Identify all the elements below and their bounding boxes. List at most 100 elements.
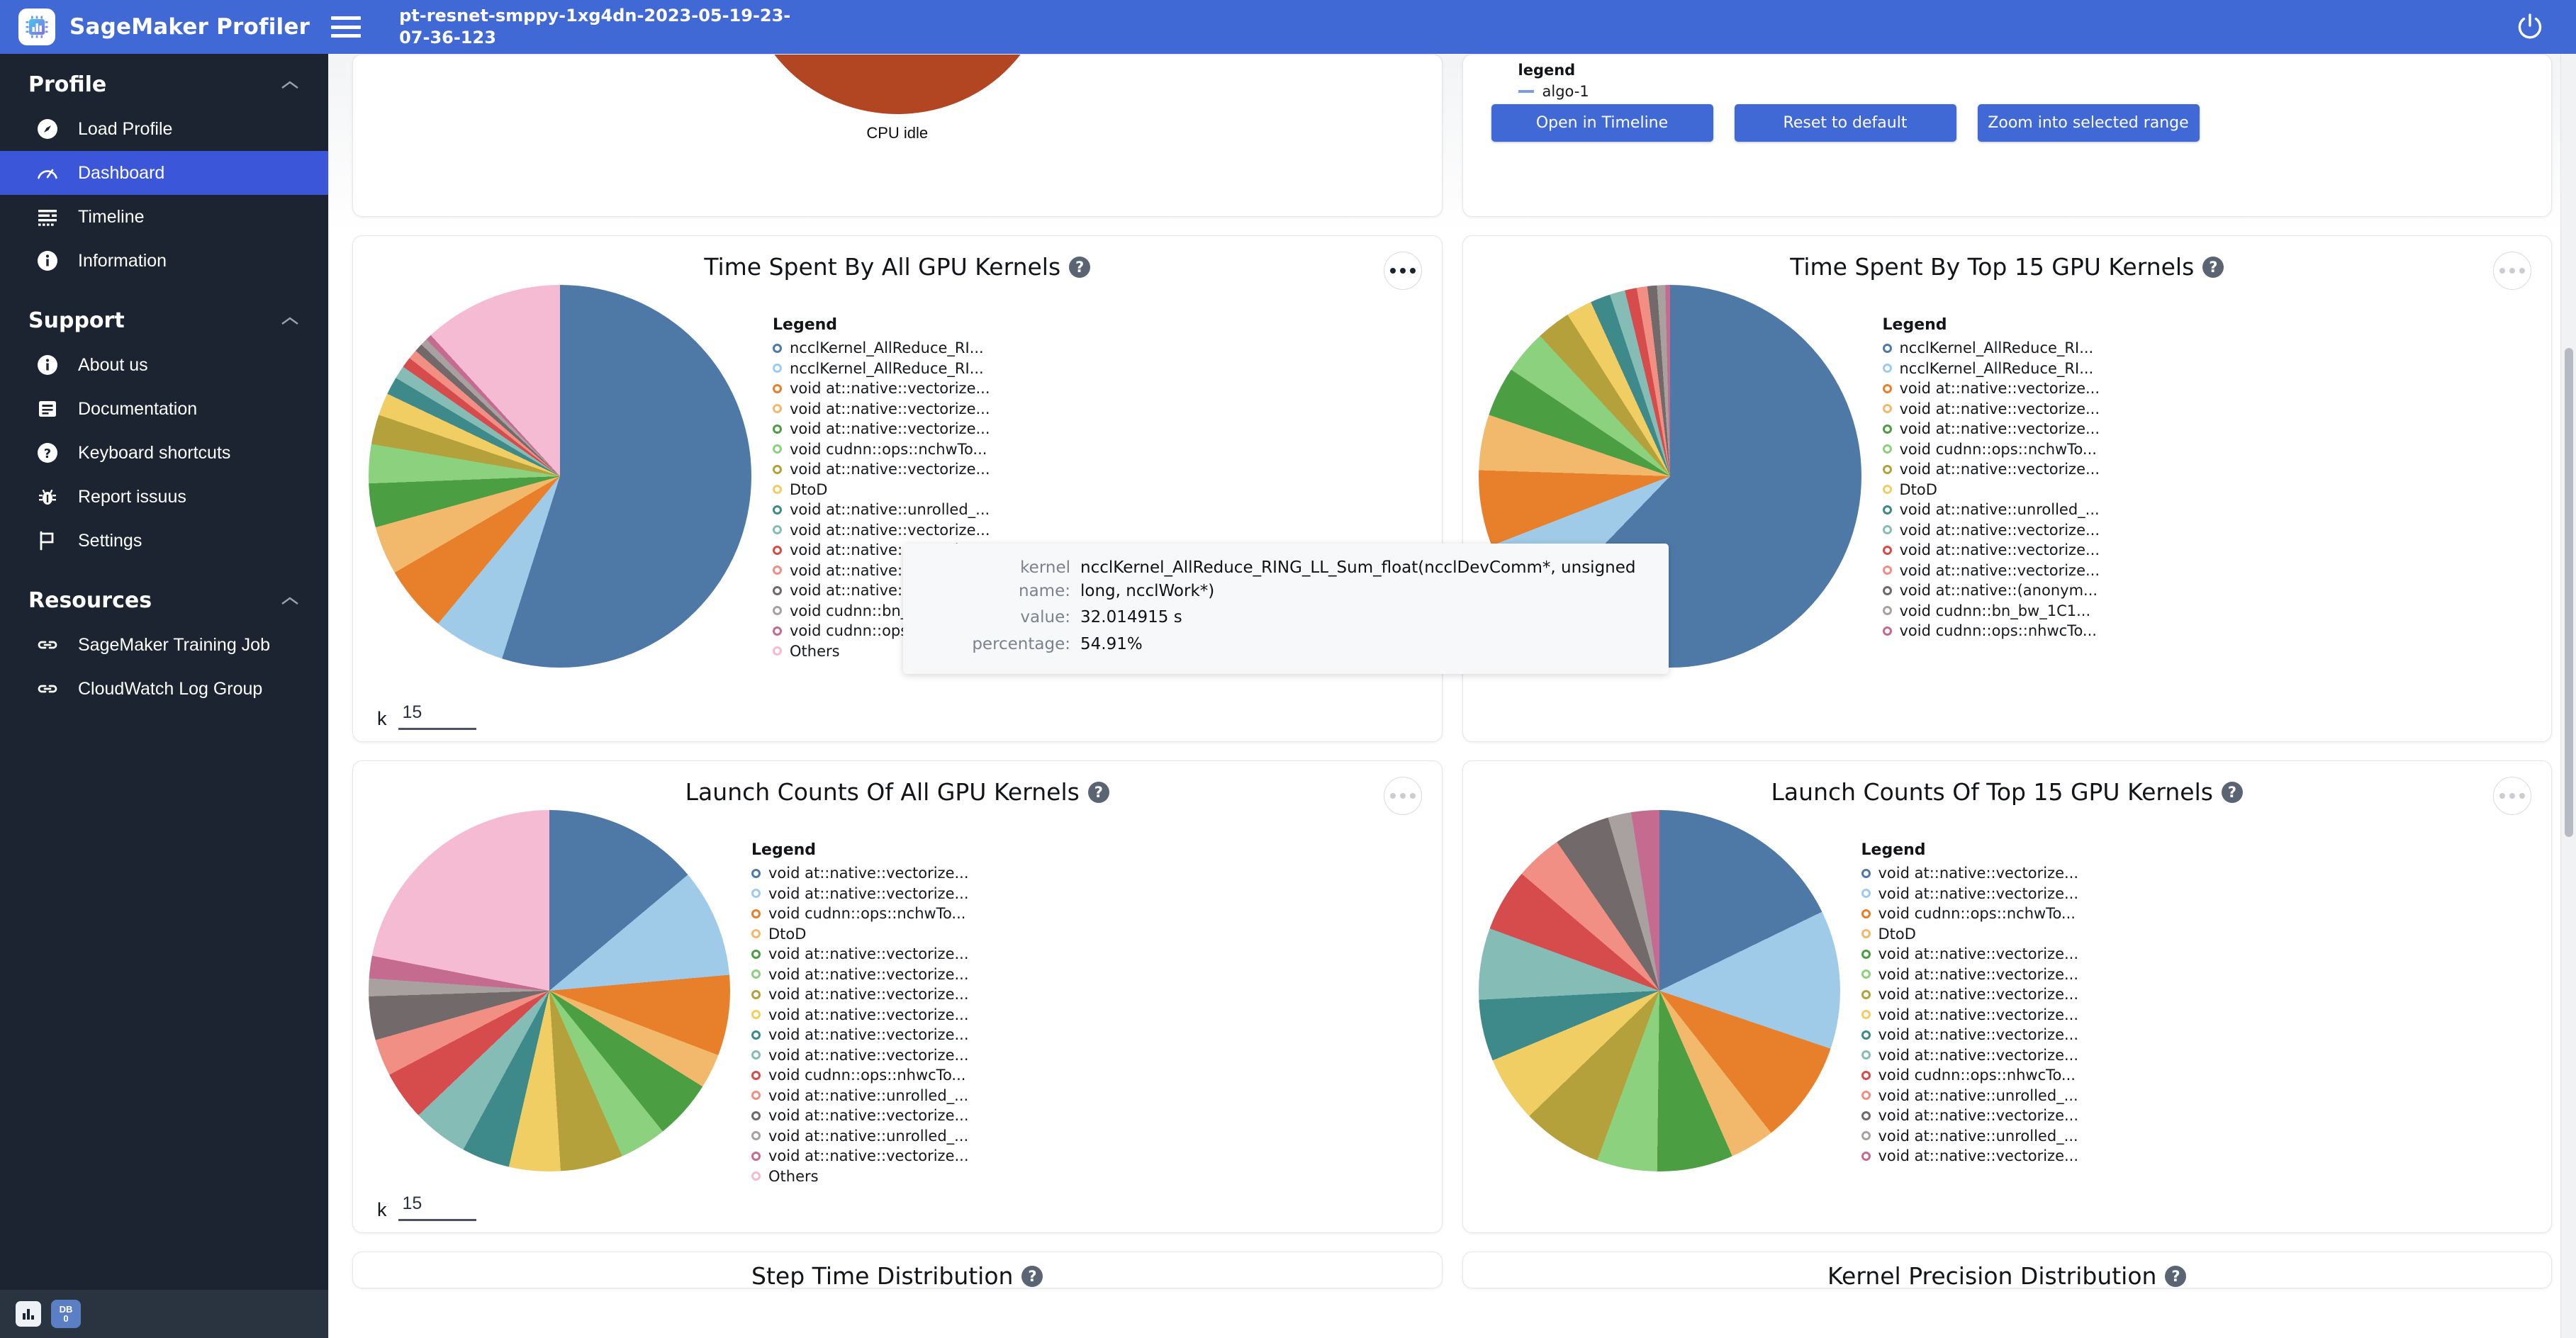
sidebar-section-support-header[interactable]: Support	[0, 283, 328, 343]
sidebar-item-about-us[interactable]: About us	[0, 343, 328, 387]
legend-item[interactable]: void at::native::vectorize...	[773, 520, 990, 541]
bar-chart-icon[interactable]	[16, 1301, 41, 1327]
legend-item[interactable]: void at::native::vectorize...	[1861, 863, 2078, 884]
legend-item[interactable]: DtoD	[751, 924, 969, 945]
legend-item[interactable]: void at::native::vectorize...	[1882, 561, 2100, 581]
legend-item[interactable]: ncclKernel_AllReduce_RI...	[1882, 359, 2100, 379]
legend-item[interactable]: void at::native::vectorize...	[1861, 884, 2078, 904]
legend-item[interactable]: void at::native::unrolled_...	[773, 500, 990, 520]
sidebar-item-keyboard-shortcuts[interactable]: ? Keyboard shortcuts	[0, 431, 328, 475]
sidebar-item-load-profile[interactable]: Load Profile	[0, 107, 328, 151]
open-in-timeline-button[interactable]: Open in Timeline	[1491, 104, 1713, 142]
db-status-chip[interactable]: DB 0	[51, 1300, 81, 1328]
legend-item[interactable]: void at::native::vectorize...	[1882, 378, 2100, 399]
cpu-idle-pie-slice[interactable]	[744, 55, 1050, 114]
chevron-up-icon[interactable]	[280, 79, 300, 91]
legend-item-algo-1[interactable]: algo-1	[1518, 83, 1589, 100]
legend-item[interactable]: void at::native::vectorize...	[1861, 1146, 2078, 1166]
question-circle-icon[interactable]: ?	[1069, 256, 1091, 278]
sidebar-item-report-issues[interactable]: Report issuus	[0, 475, 328, 519]
legend-item[interactable]: Others	[773, 641, 990, 662]
chevron-up-icon[interactable]	[280, 595, 300, 607]
legend-item[interactable]: void at::native::unrolled_...	[1861, 1126, 2079, 1147]
legend-item[interactable]: ncclKernel_AllReduce_RI...	[773, 338, 990, 359]
legend-item[interactable]: void at::native::vectorize...	[773, 399, 990, 420]
legend-item[interactable]: ncclKernel_AllReduce_RI...	[1882, 338, 2100, 359]
question-circle-icon[interactable]: ?	[1021, 1265, 1043, 1287]
legend-item[interactable]: void at::native::vectorize...	[773, 459, 990, 480]
sidebar-item-information[interactable]: Information	[0, 239, 328, 283]
legend-item[interactable]: void at::native::vectorize...	[751, 1005, 969, 1025]
sidebar-item-sagemaker-training-job[interactable]: SageMaker Training Job	[0, 623, 328, 667]
legend-item[interactable]: void at::native::unrolled_...	[1861, 1086, 2079, 1106]
legend-item[interactable]: void at::native::vectorize...	[1861, 1045, 2078, 1066]
chevron-up-icon[interactable]	[280, 315, 300, 327]
legend-item[interactable]: void at::native::vectorize...	[1882, 459, 2100, 480]
legend-item[interactable]: void at::native::unrolled_...	[1882, 500, 2100, 520]
legend-item[interactable]: void at::native::vectorize...	[773, 419, 990, 439]
legend-item[interactable]: void at::native::vectorize...	[1861, 1025, 2078, 1045]
legend-item[interactable]: void at::native::vectorize...	[1861, 965, 2078, 985]
legend-item[interactable]: void cudnn::ops::nchwTo...	[1882, 439, 2100, 460]
legend-item[interactable]: void at::native::vectorize...	[751, 984, 969, 1005]
reset-to-default-button[interactable]: Reset to default	[1734, 104, 1956, 142]
legend-item[interactable]: Others	[751, 1166, 969, 1187]
k-input[interactable]	[398, 1193, 476, 1221]
sidebar-item-documentation[interactable]: Documentation	[0, 387, 328, 431]
pie-chart-launch-all[interactable]	[369, 810, 730, 1171]
pie-chart-launch-top15[interactable]	[1478, 810, 1840, 1171]
hamburger-menu-icon[interactable]	[331, 16, 362, 38]
legend-item[interactable]: void at::native::vectorize...	[773, 378, 990, 399]
legend-item[interactable]: void at::native::vectorize...	[1882, 520, 2100, 541]
legend-item[interactable]: void at::native::unrolled_...	[751, 1126, 969, 1147]
more-options-icon[interactable]	[2493, 777, 2531, 815]
sidebar-item-settings[interactable]: Settings	[0, 519, 328, 563]
legend-item[interactable]: DtoD	[1861, 924, 2079, 945]
legend-item[interactable]: void at::native::vectorize...	[1861, 1106, 2078, 1126]
question-circle-icon[interactable]: ?	[2202, 256, 2224, 278]
sidebar-item-timeline[interactable]: Timeline	[0, 195, 328, 239]
legend-item[interactable]: void at::native::vectorize...	[751, 1146, 969, 1166]
legend-item[interactable]: void cudnn::bn_bw_1C1...	[1882, 601, 2100, 622]
legend-item[interactable]: void cudnn::ops::nhwcTo...	[751, 1065, 969, 1086]
more-options-icon[interactable]	[1383, 252, 1422, 290]
legend-item[interactable]: void at::native::vectorize...	[751, 944, 969, 965]
k-input[interactable]	[398, 702, 476, 730]
power-icon[interactable]	[2514, 11, 2546, 43]
question-circle-icon[interactable]: ?	[2221, 781, 2243, 803]
legend-item[interactable]: void at::native::vectorize...	[751, 1106, 969, 1126]
legend-item[interactable]: void at::native::vectorize...	[1861, 944, 2078, 965]
legend-item[interactable]: DtoD	[1882, 480, 2100, 500]
legend-item[interactable]: void at::native::vectorize...	[1882, 399, 2100, 420]
legend-item[interactable]: void at::native::vectorize...	[1861, 1005, 2078, 1025]
legend-item[interactable]: void at::native::vectorize...	[751, 863, 969, 884]
legend-item[interactable]: void cudnn::ops::nhwcTo...	[1861, 1065, 2079, 1086]
question-circle-icon[interactable]: ?	[2165, 1265, 2187, 1287]
legend-item[interactable]: void cudnn::ops::nchwTo...	[751, 904, 969, 924]
legend-item[interactable]: void at::native::unrolled_...	[751, 1086, 969, 1106]
vertical-scrollbar[interactable]	[2560, 54, 2576, 1338]
legend-item[interactable]: void cudnn::ops::nchwTo...	[1861, 904, 2079, 924]
sidebar-item-cloudwatch-log-group[interactable]: CloudWatch Log Group	[0, 667, 328, 711]
legend-item[interactable]: DtoD	[773, 480, 990, 500]
pie-chart-time-all[interactable]	[369, 285, 751, 668]
legend-item[interactable]: void at::native::vectorize...	[751, 1025, 969, 1045]
question-circle-icon[interactable]: ?	[1087, 781, 1109, 803]
more-options-icon[interactable]	[1383, 777, 1422, 815]
more-options-icon[interactable]	[2493, 252, 2531, 290]
sidebar-section-profile-header[interactable]: Profile	[0, 54, 328, 107]
legend-item[interactable]: void at::native::vectorize...	[751, 1045, 969, 1066]
scrollbar-thumb[interactable]	[2565, 348, 2573, 837]
zoom-into-selected-range-button[interactable]: Zoom into selected range	[1977, 104, 2200, 142]
legend-item[interactable]: void at::native::vectorize...	[751, 965, 969, 985]
legend-item[interactable]: void at::native::vectorize...	[1882, 419, 2100, 439]
legend-item[interactable]: void cudnn::ops::nchwTo...	[773, 439, 990, 460]
legend-item[interactable]: ncclKernel_AllReduce_RI...	[773, 359, 990, 379]
legend-item[interactable]: void cudnn::ops::nhwcTo...	[1882, 621, 2100, 641]
sidebar-item-dashboard[interactable]: Dashboard	[0, 151, 328, 195]
sidebar-section-resources-header[interactable]: Resources	[0, 563, 328, 623]
legend-item[interactable]: void at::native::vectorize...	[1882, 540, 2100, 561]
legend-item[interactable]: void at::native::vectorize...	[751, 884, 969, 904]
legend-item[interactable]: void at::native::(anonym...	[1882, 580, 2100, 601]
legend-item[interactable]: void at::native::vectorize...	[1861, 984, 2078, 1005]
